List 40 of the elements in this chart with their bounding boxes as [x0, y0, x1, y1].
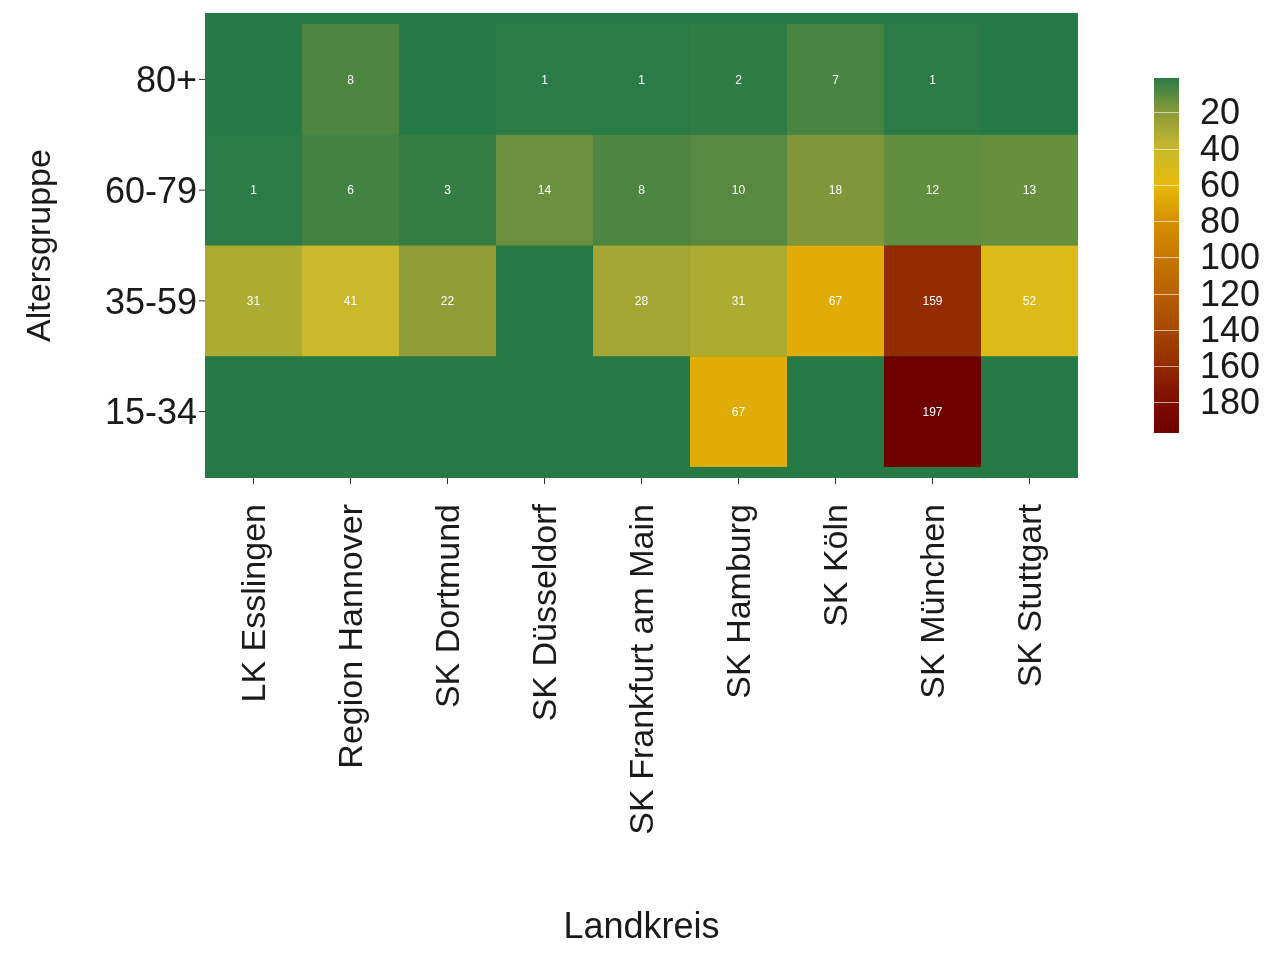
y-tick-label: 80+	[135, 59, 197, 101]
data-label: 8	[347, 72, 355, 87]
y-tick-label: 15-34	[104, 391, 197, 433]
x-tick-label: SK Dortmund	[428, 504, 467, 709]
data-label: 18	[828, 183, 843, 198]
x-tick-label: LK Esslingen	[234, 504, 273, 703]
data-label: 31	[731, 294, 746, 309]
data-label: 2	[735, 72, 743, 87]
data-label: 12	[925, 183, 940, 198]
data-label: 13	[1022, 183, 1037, 198]
y-tick-label: 60-79	[104, 169, 197, 211]
data-label: 52	[1022, 294, 1037, 309]
data-label: 3	[444, 183, 452, 198]
x-axis-title: Landkreis	[563, 905, 720, 946]
data-label: 1	[541, 72, 549, 87]
data-label: 28	[634, 294, 649, 309]
x-tick-label: SK München	[913, 504, 952, 699]
x-tick-label: SK Düsseldorf	[525, 503, 564, 722]
data-label: 6	[347, 183, 355, 198]
data-label: 197	[922, 404, 943, 419]
data-label: 10	[731, 183, 746, 198]
data-label: 31	[246, 294, 261, 309]
data-label: 67	[828, 294, 843, 309]
x-tick-label: SK Köln	[816, 504, 855, 627]
x-tick-label: SK Hamburg	[719, 504, 758, 699]
data-label: 1	[638, 72, 646, 87]
y-axis-title: Altersgruppe	[19, 149, 58, 342]
x-tick-label: SK Frankfurt am Main	[622, 504, 661, 835]
data-label: 7	[832, 72, 840, 87]
y-tick-label: 35-59	[104, 280, 197, 322]
data-label: 22	[440, 294, 455, 309]
data-label: 159	[922, 294, 943, 309]
x-tick-label: SK Stuttgart	[1010, 503, 1049, 688]
data-label: 67	[731, 404, 746, 419]
data-label: 41	[343, 294, 358, 309]
data-label: 1	[250, 183, 258, 198]
data-label: 8	[638, 183, 646, 198]
data-label: 14	[537, 183, 552, 198]
x-tick-label: Region Hannover	[331, 504, 370, 769]
data-label: 1	[929, 72, 937, 87]
